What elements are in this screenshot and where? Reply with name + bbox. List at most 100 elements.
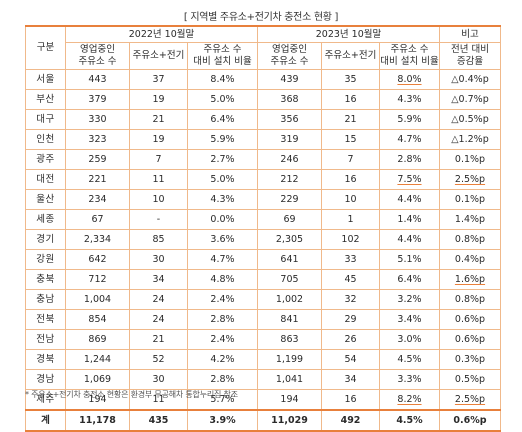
table-cell: 102 [321, 229, 380, 250]
region-cell: 경남 [25, 369, 66, 390]
region-cell: 서울 [25, 69, 66, 90]
table-cell: 642 [65, 249, 130, 270]
region-cell: 강원 [25, 249, 66, 270]
table-row: 대전 221 11 5.0% 212 16 7.5% 2.5%p [25, 169, 501, 190]
table-cell: 8.0% [379, 69, 440, 90]
table-cell: 259 [65, 149, 130, 170]
region-cell: 세종 [25, 209, 66, 230]
table-row: 인천 323 19 5.9% 319 15 4.7% △1.2%p [25, 129, 501, 150]
table-cell: 0.8%p [439, 229, 501, 250]
table-cell: 221 [65, 169, 130, 190]
table-cell: 212 [257, 169, 322, 190]
region-cell: 경기 [25, 229, 66, 250]
table-cell: 37 [129, 69, 188, 90]
table-cell: 2.7% [187, 149, 258, 170]
table-cell: 16 [321, 389, 380, 411]
table-cell: 0.4%p [439, 249, 501, 270]
table-cell: 0.3%p [439, 349, 501, 370]
table-cell: 8.4% [187, 69, 258, 90]
table-cell: 0.6%p [439, 329, 501, 350]
region-cell: 충북 [25, 269, 66, 290]
table-cell: 356 [257, 109, 322, 130]
region-cell: 충남 [25, 289, 66, 310]
table-cell: 7 [129, 149, 188, 170]
table-row: 경남 1,069 30 2.8% 1,041 34 3.3% 0.5%p [25, 369, 501, 390]
table-cell: 29 [321, 309, 380, 330]
total-cell: 11,029 [257, 409, 322, 432]
table-cell: 319 [257, 129, 322, 150]
table-cell: 3.6% [187, 229, 258, 250]
table-cell: 67 [65, 209, 130, 230]
table-row: 울산 234 10 4.3% 229 10 4.4% 0.1%p [25, 189, 501, 210]
region-cell: 부산 [25, 89, 66, 110]
total-cell: 11,178 [65, 409, 130, 432]
table-cell: 7.5% [379, 169, 440, 190]
table-row: 충남 1,004 24 2.4% 1,002 32 3.2% 0.8%p [25, 289, 501, 310]
table-cell: 21 [129, 109, 188, 130]
table-cell: 4.2% [187, 349, 258, 370]
table-cell: 30 [129, 369, 188, 390]
header-ev-2023: 주유소+전기 [321, 42, 380, 70]
table-cell: 1.6%p [439, 269, 501, 290]
table-cell: 1,004 [65, 289, 130, 310]
table-cell: 69 [257, 209, 322, 230]
region-cell: 전남 [25, 329, 66, 350]
header-note: 비고 [439, 25, 501, 43]
table-cell: 5.0% [187, 169, 258, 190]
table-cell: 2.5%p [439, 169, 501, 190]
table-cell: 10 [321, 189, 380, 210]
region-cell: 광주 [25, 149, 66, 170]
table-cell: 234 [65, 189, 130, 210]
table-cell: 54 [321, 349, 380, 370]
region-cell: 대전 [25, 169, 66, 190]
table-row: 부산 379 19 5.0% 368 16 4.3% △0.7%p [25, 89, 501, 110]
table-cell: 2.5%p [439, 389, 501, 411]
table-cell: 368 [257, 89, 322, 110]
table-cell: 5.1% [379, 249, 440, 270]
header-ratio-2022: 주유소 수 대비 설치 비율 [187, 42, 258, 70]
header-period-2022: 2022년 10월말 [65, 25, 258, 43]
total-cell: 3.9% [187, 409, 258, 432]
header-stations-2023: 영업중인 주유소 수 [257, 42, 322, 70]
table-cell: 229 [257, 189, 322, 210]
region-cell: 전북 [25, 309, 66, 330]
table-cell: 10 [129, 189, 188, 210]
table-cell: 26 [321, 329, 380, 350]
table-cell: 3.4% [379, 309, 440, 330]
footnote: * 주유소+전기차 충전소 현황은 환경부 무공해차 통합누리집 참조 [25, 390, 238, 399]
table-cell: △0.5%p [439, 109, 501, 130]
table-cell: 2.4% [187, 329, 258, 350]
total-cell: 435 [129, 409, 188, 432]
table-cell: 0.1%p [439, 149, 501, 170]
table-cell: 4.7% [187, 249, 258, 270]
table-cell: 85 [129, 229, 188, 250]
table-cell: 841 [257, 309, 322, 330]
table-cell: 4.7% [379, 129, 440, 150]
table-cell: 2,305 [257, 229, 322, 250]
region-cell: 대구 [25, 109, 66, 130]
table-cell: 194 [257, 389, 322, 411]
table-cell: 32 [321, 289, 380, 310]
total-row: 계 11,178 435 3.9% 11,029 492 4.5% 0.6%p [25, 409, 501, 432]
table-cell: 1.4%p [439, 209, 501, 230]
table-cell: 2.8% [187, 309, 258, 330]
table-cell: 4.3% [187, 189, 258, 210]
table-row: 세종 67-0.0% 69 1 1.4% 1.4%p [25, 209, 501, 230]
table-cell: 33 [321, 249, 380, 270]
total-cell: 492 [321, 409, 380, 432]
table-cell: 323 [65, 129, 130, 150]
table-cell: 0.6%p [439, 309, 501, 330]
table-cell: 52 [129, 349, 188, 370]
table-row: 경북 1,244 52 4.2% 1,199 54 4.5% 0.3%p [25, 349, 501, 370]
table-cell: 35 [321, 69, 380, 90]
table-row: 광주 259 7 2.7% 246 7 2.8% 0.1%p [25, 149, 501, 170]
table-cell: 1,069 [65, 369, 130, 390]
table-cell: 15 [321, 129, 380, 150]
total-label: 계 [25, 409, 66, 432]
table-cell: 6.4% [187, 109, 258, 130]
header-period-2023: 2023년 10월말 [257, 25, 440, 43]
table-cell: 0.5%p [439, 369, 501, 390]
table-row: 전북 854 24 2.8% 841 29 3.4% 0.6%p [25, 309, 501, 330]
table-cell: 330 [65, 109, 130, 130]
table-cell: 16 [321, 89, 380, 110]
